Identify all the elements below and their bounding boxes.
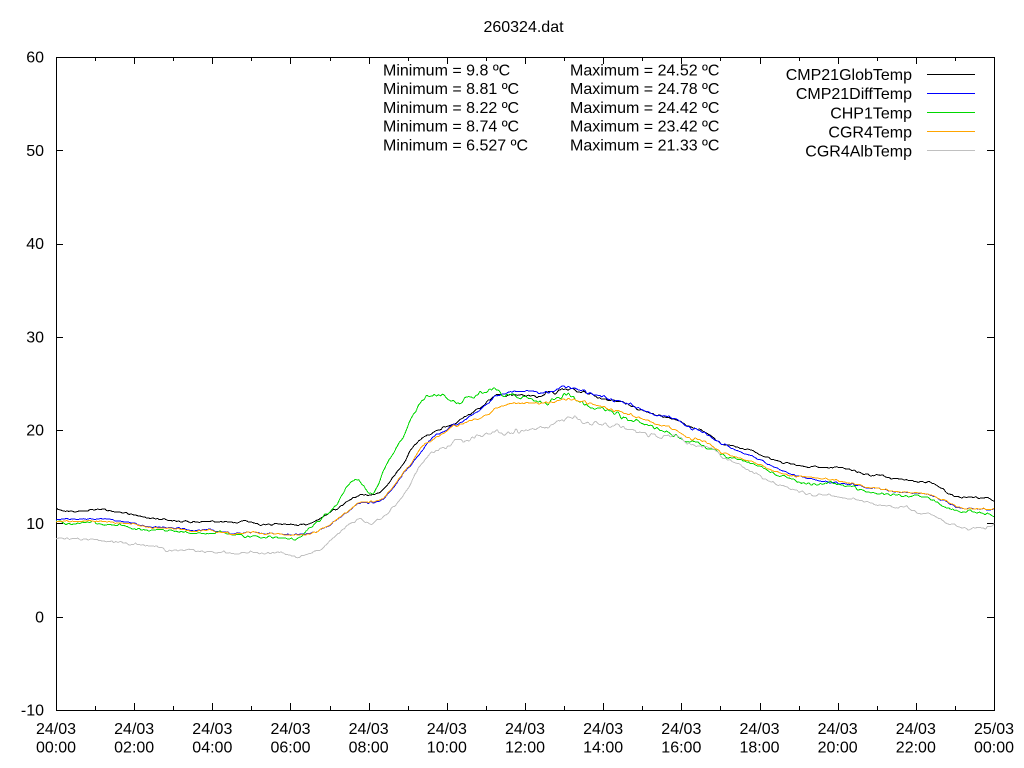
svg-text:40: 40 xyxy=(26,236,44,253)
svg-text:Maximum = 24.52 ºC: Maximum = 24.52 ºC xyxy=(570,62,719,79)
svg-text:Minimum = 9.8 ºC: Minimum = 9.8 ºC xyxy=(383,62,510,79)
svg-text:02:00: 02:00 xyxy=(114,740,154,757)
svg-text:04:00: 04:00 xyxy=(192,740,232,757)
svg-text:0: 0 xyxy=(35,609,44,626)
svg-text:22:00: 22:00 xyxy=(896,740,936,757)
svg-text:24/03: 24/03 xyxy=(818,721,858,738)
svg-text:24/03: 24/03 xyxy=(36,721,76,738)
svg-text:08:00: 08:00 xyxy=(349,740,389,757)
svg-text:24/03: 24/03 xyxy=(427,721,467,738)
svg-text:Maximum = 24.42 ºC: Maximum = 24.42 ºC xyxy=(570,100,719,117)
svg-text:00:00: 00:00 xyxy=(36,740,76,757)
svg-text:24/03: 24/03 xyxy=(349,721,389,738)
svg-text:Minimum = 8.74 ºC: Minimum = 8.74 ºC xyxy=(383,119,519,136)
svg-text:260324.dat: 260324.dat xyxy=(483,19,564,36)
svg-text:Maximum = 23.42 ºC: Maximum = 23.42 ºC xyxy=(570,119,719,136)
svg-text:CMP21DiffTemp: CMP21DiffTemp xyxy=(796,86,912,103)
svg-text:Minimum = 6.527 ºC: Minimum = 6.527 ºC xyxy=(383,137,528,154)
svg-text:30: 30 xyxy=(26,329,44,346)
svg-text:-10: -10 xyxy=(21,703,44,720)
svg-text:12:00: 12:00 xyxy=(505,740,545,757)
svg-text:Minimum = 8.22 ºC: Minimum = 8.22 ºC xyxy=(383,100,519,117)
svg-text:24/03: 24/03 xyxy=(896,721,936,738)
svg-text:24/03: 24/03 xyxy=(192,721,232,738)
svg-text:18:00: 18:00 xyxy=(739,740,779,757)
svg-text:CHP1Temp: CHP1Temp xyxy=(830,105,912,122)
svg-text:16:00: 16:00 xyxy=(661,740,701,757)
svg-text:Maximum = 21.33 ºC: Maximum = 21.33 ºC xyxy=(570,137,719,154)
svg-text:24/03: 24/03 xyxy=(739,721,779,738)
svg-text:10: 10 xyxy=(26,516,44,533)
svg-text:60: 60 xyxy=(26,50,44,67)
svg-text:20: 20 xyxy=(26,423,44,440)
svg-text:25/03: 25/03 xyxy=(974,721,1014,738)
svg-text:Maximum = 24.78 ºC: Maximum = 24.78 ºC xyxy=(570,81,719,98)
svg-text:24/03: 24/03 xyxy=(270,721,310,738)
svg-text:06:00: 06:00 xyxy=(270,740,310,757)
svg-text:Minimum = 8.81 ºC: Minimum = 8.81 ºC xyxy=(383,81,519,98)
svg-text:50: 50 xyxy=(26,143,44,160)
svg-text:CGR4AlbTemp: CGR4AlbTemp xyxy=(805,143,912,160)
svg-text:24/03: 24/03 xyxy=(583,721,623,738)
svg-text:00:00: 00:00 xyxy=(974,740,1014,757)
svg-text:20:00: 20:00 xyxy=(818,740,858,757)
svg-text:CMP21GlobTemp: CMP21GlobTemp xyxy=(786,67,912,84)
svg-text:10:00: 10:00 xyxy=(427,740,467,757)
svg-text:24/03: 24/03 xyxy=(661,721,701,738)
svg-text:24/03: 24/03 xyxy=(505,721,545,738)
svg-text:CGR4Temp: CGR4Temp xyxy=(828,124,912,141)
svg-text:14:00: 14:00 xyxy=(583,740,623,757)
svg-text:24/03: 24/03 xyxy=(114,721,154,738)
